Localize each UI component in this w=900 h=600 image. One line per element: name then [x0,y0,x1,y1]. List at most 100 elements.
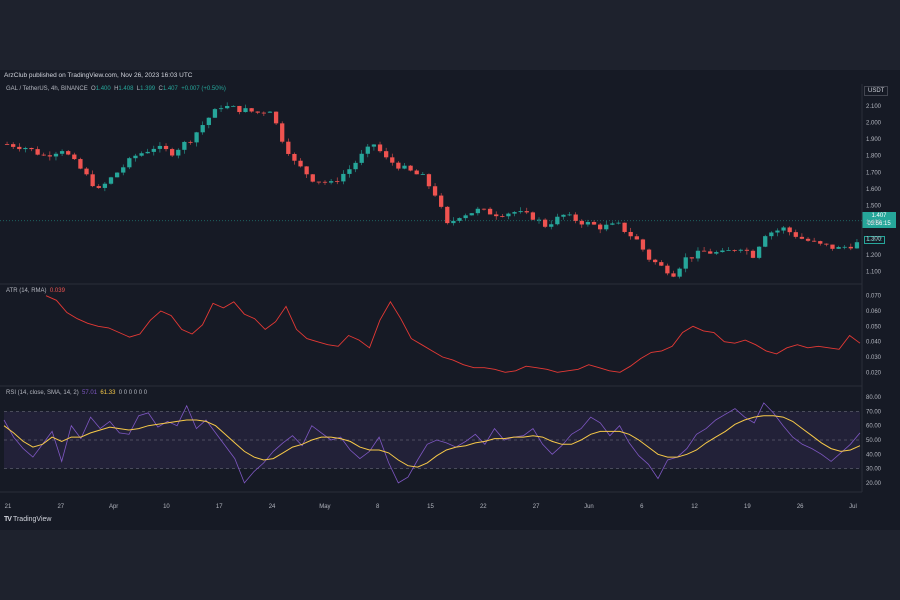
candle-body [659,262,664,266]
time-tick-label: 17 [216,504,223,510]
candle-body [793,232,798,237]
candle-body [402,165,407,169]
candle-body [824,243,829,245]
candle-body [114,172,120,178]
candle-body [108,177,114,184]
candle-body [17,146,22,150]
price-tick-label: 1.600 [866,187,882,193]
time-tick-label: May [319,504,330,510]
high-value: 1.408 [118,86,134,92]
candle-body [59,151,65,154]
time-tick-label: 24 [269,504,276,510]
candle-body [530,212,536,220]
candle-body [689,257,694,259]
candle-body [487,208,493,215]
candle-body [763,236,768,247]
candle-body [225,105,230,109]
candle-body [610,223,615,225]
time-axis: 21 27 Apr 10 17 24 May 8 15 22 27 Jun 6 12 19 26 Jul [5,504,857,510]
candle-body [145,151,150,154]
candle-body [396,162,401,169]
candle-body [524,211,529,213]
candle-body [170,149,175,156]
candle-body [90,174,95,187]
candle-body [255,111,260,113]
candle-body [585,222,591,225]
candle-body [439,195,444,207]
candle-body [463,215,468,219]
candle-body [41,154,46,156]
rsi-legend: RSI (14, close, SMA, 14, 2) 57.01 61.33 … [6,390,147,396]
candle-body [237,105,242,113]
rsi-title[interactable]: RSI (14, close, SMA, 14, 2) [6,390,79,396]
candle-body [518,211,523,213]
rsi-tick-label: 30.00 [866,467,882,473]
candle-body [683,257,688,269]
candle-body [182,141,187,150]
rsi-tick-label: 60.00 [866,424,882,430]
rsi-yaxis: 80.00 70.00 60.00 50.00 40.00 30.00 20.00 [866,395,882,487]
candle-body [359,153,364,163]
chart-frame [0,70,900,530]
candle-body [622,222,627,232]
candle-body [536,219,542,221]
symbol-title[interactable]: GAL / TetherUS, 4h, BINANCE [6,86,88,92]
candle-body [836,247,841,249]
candle-body [854,242,860,249]
price-tick-label: 1.400 [866,220,882,226]
candle-body [591,222,597,225]
tradingview-logo[interactable]: TV TradingView [4,516,51,523]
open-label: O [91,86,96,92]
rsi-extra-values: 0 0 0 0 0 0 [118,390,148,396]
candle-body [310,174,315,182]
candle-body [243,108,248,113]
price-tick-label: 1.500 [866,203,882,209]
candle-body [249,108,254,112]
candle-body [744,249,750,251]
candle-body [11,144,16,147]
time-tick-label: 22 [480,504,487,510]
candle-body [47,155,52,157]
candle-body [732,250,737,251]
candle-body [799,236,805,239]
candle-body [133,155,138,159]
tradingview-logo-text: TradingView [12,516,52,523]
last-price: 1.407 [871,213,887,219]
candle-body [457,218,462,221]
symbol-legend: GAL / TetherUS, 4h, BINANCE O1.400 H1.40… [6,86,226,92]
candle-body [701,250,707,252]
candle-body [432,186,438,196]
candle-body [604,224,609,230]
time-tick-label: 6 [640,504,644,510]
candle-body [805,238,811,241]
candle-body [561,214,566,217]
candle-body [708,251,713,254]
candle-body [298,160,303,167]
time-tick-label: 27 [57,504,64,510]
candle-body [377,144,383,152]
candle-body [121,167,126,173]
rsi-series-ma [3,415,861,468]
candle-body [506,213,511,217]
high-label: H [114,86,119,92]
time-tick-label: 10 [163,504,170,510]
candle-body [567,214,572,216]
candle-body [671,273,676,277]
time-tick-label: 21 [5,504,12,510]
time-tick-label: 15 [427,504,434,510]
rsi-value: 57.01 [82,390,98,396]
tradingview-logo-icon: TV [4,516,12,523]
candle-body [176,149,181,156]
candle-body [628,231,633,237]
time-tick-label: 19 [744,504,751,510]
candle-body [756,246,762,258]
atr-line [45,295,861,373]
currency-label[interactable]: USDT [864,86,889,96]
candle-body [616,222,621,224]
atr-title[interactable]: ATR (14, RMA) [6,288,47,294]
candle-body [35,149,40,155]
candle-body [598,224,603,230]
last-price-badge: 1.407 03:56:15 [862,212,896,228]
price-tick-label: 1.700 [866,170,882,176]
